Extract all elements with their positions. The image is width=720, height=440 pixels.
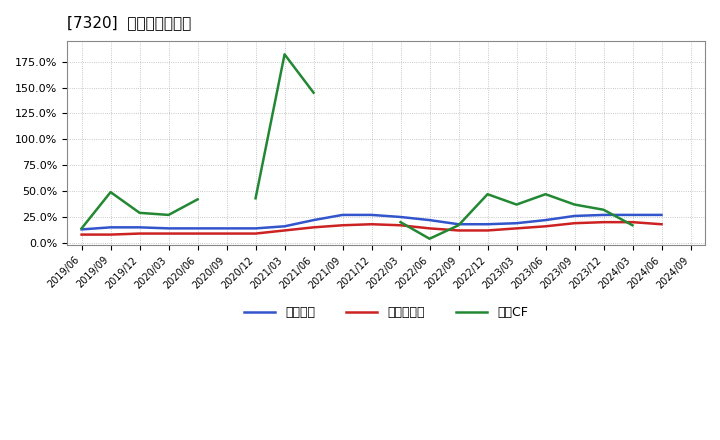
営業CF xyxy=(541,191,550,197)
営業CF xyxy=(396,220,405,225)
営業CF xyxy=(628,223,636,228)
当期純利益 xyxy=(367,222,376,227)
当期純利益 xyxy=(570,220,579,226)
経常利益 xyxy=(599,212,608,217)
当期純利益 xyxy=(599,220,608,225)
当期純利益 xyxy=(454,228,463,233)
営業CF xyxy=(164,212,173,217)
営業CF xyxy=(599,207,608,213)
当期純利益 xyxy=(222,231,231,236)
経常利益 xyxy=(483,222,492,227)
当期純利益 xyxy=(657,222,666,227)
経常利益 xyxy=(251,226,260,231)
当期純利益 xyxy=(164,231,173,236)
当期純利益 xyxy=(628,220,636,225)
経常利益 xyxy=(657,212,666,217)
当期純利益 xyxy=(309,225,318,230)
経常利益 xyxy=(367,212,376,217)
営業CF xyxy=(454,223,463,228)
経常利益 xyxy=(309,217,318,223)
当期純利益 xyxy=(483,228,492,233)
営業CF xyxy=(77,226,86,231)
Line: 営業CF: 営業CF xyxy=(81,55,632,239)
当期純利益 xyxy=(541,224,550,229)
当期純利益 xyxy=(77,232,86,237)
営業CF xyxy=(251,196,260,201)
営業CF xyxy=(512,202,521,207)
経常利益 xyxy=(222,226,231,231)
経常利益 xyxy=(541,217,550,223)
当期純利益 xyxy=(251,231,260,236)
経常利益 xyxy=(280,224,289,229)
営業CF xyxy=(107,190,115,195)
経常利益 xyxy=(107,225,115,230)
経常利益 xyxy=(135,225,144,230)
経常利益 xyxy=(628,212,636,217)
経常利益 xyxy=(396,214,405,220)
経常利益 xyxy=(193,226,202,231)
当期純利益 xyxy=(426,226,434,231)
経常利益 xyxy=(164,226,173,231)
Line: 経常利益: 経常利益 xyxy=(81,215,662,229)
当期純利益 xyxy=(193,231,202,236)
経常利益 xyxy=(454,222,463,227)
営業CF xyxy=(309,90,318,95)
当期純利益 xyxy=(135,231,144,236)
当期純利益 xyxy=(280,228,289,233)
経常利益 xyxy=(512,220,521,226)
当期純利益 xyxy=(396,223,405,228)
経常利益 xyxy=(426,217,434,223)
営業CF xyxy=(483,191,492,197)
営業CF xyxy=(280,52,289,57)
経常利益 xyxy=(338,212,347,217)
営業CF xyxy=(135,210,144,216)
Line: 当期純利益: 当期純利益 xyxy=(81,222,662,235)
Text: [7320]  マージンの推移: [7320] マージンの推移 xyxy=(67,15,192,30)
営業CF xyxy=(193,197,202,202)
Legend: 経常利益, 当期純利益, 営業CF: 経常利益, 当期純利益, 営業CF xyxy=(239,301,534,324)
当期純利益 xyxy=(338,223,347,228)
経常利益 xyxy=(570,213,579,219)
当期純利益 xyxy=(512,226,521,231)
営業CF xyxy=(426,236,434,242)
当期純利益 xyxy=(107,232,115,237)
経常利益 xyxy=(77,227,86,232)
営業CF xyxy=(570,202,579,207)
